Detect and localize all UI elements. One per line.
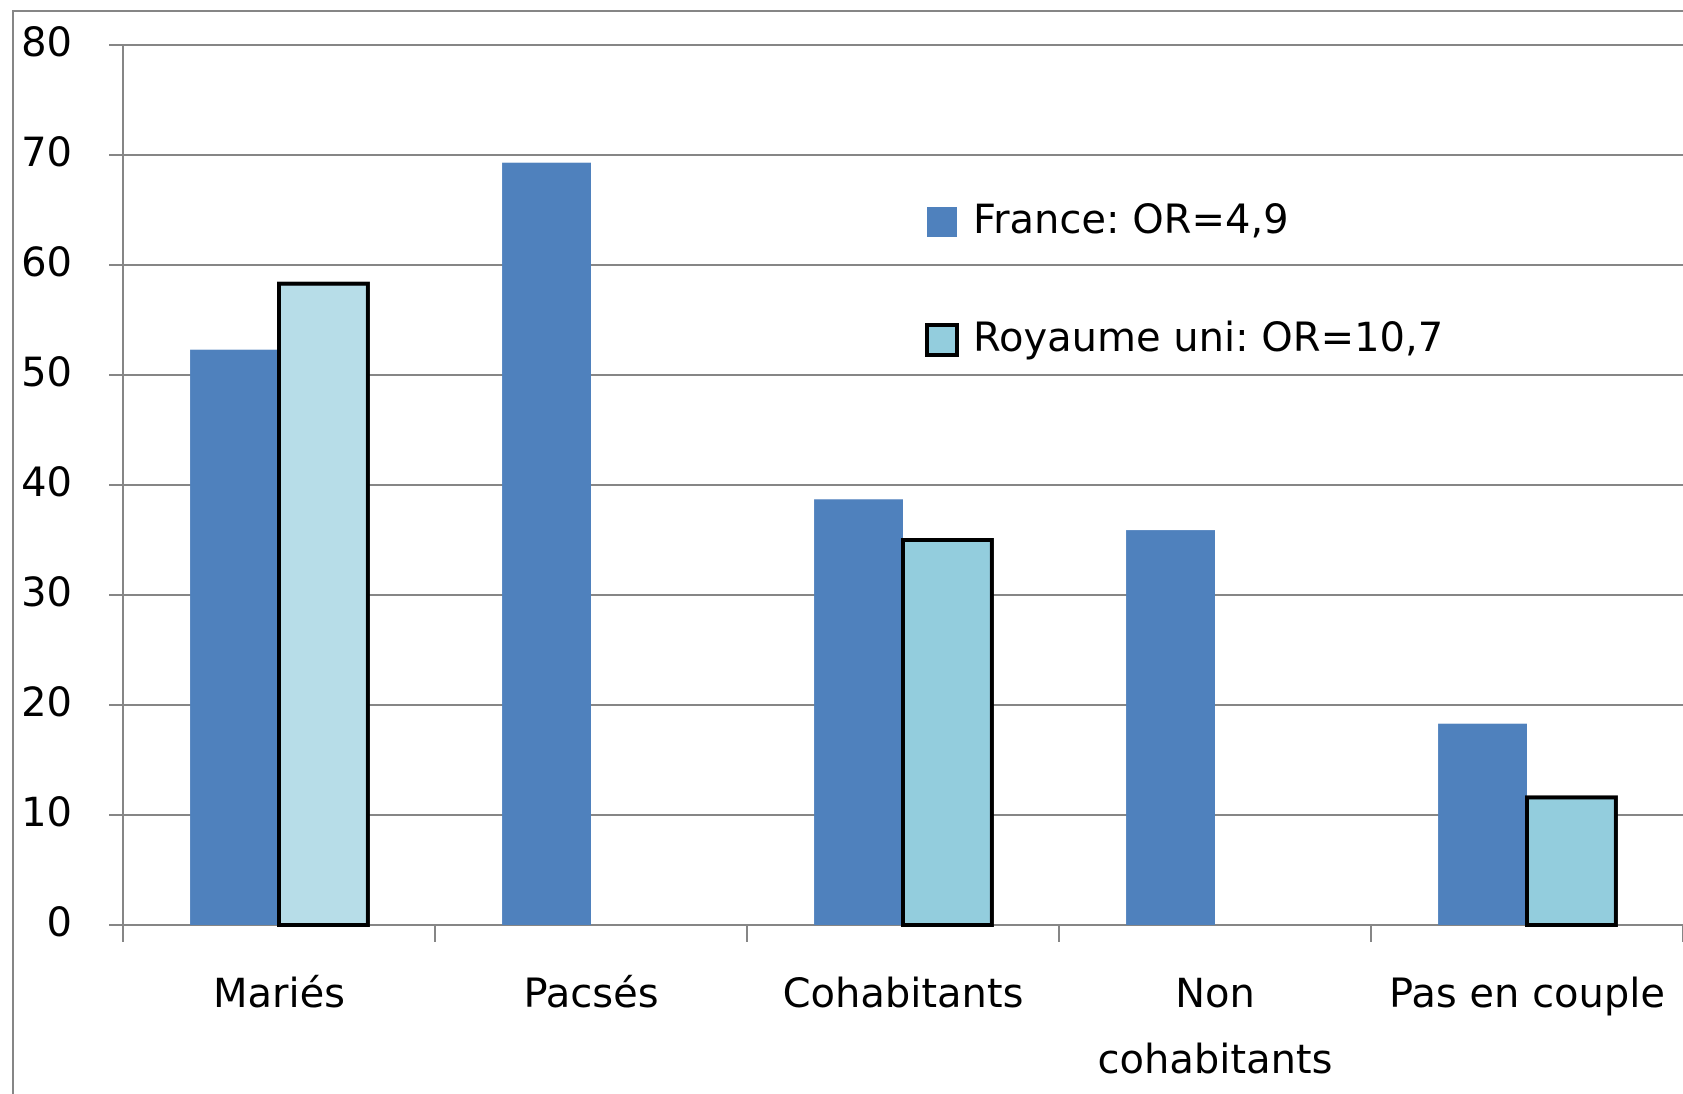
legend-label: Royaume uni: OR=10,7 [973,315,1443,361]
legend-label: France: OR=4,9 [973,197,1289,243]
y-tick-label: 60 [21,240,72,286]
bar [901,538,994,927]
y-tick-label: 20 [21,680,72,726]
bar [277,281,370,927]
legend-item: Royaume uni: OR=10,7 [925,315,1443,361]
y-tick-label: 0 [47,900,72,946]
legend-item: France: OR=4,9 [927,197,1289,243]
x-tick-label: Cohabitants [783,971,1024,1017]
y-tick-label: 70 [21,130,72,176]
x-tick-label: Non cohabitants [1098,971,1333,1083]
legend-swatch [927,207,957,237]
bar [1438,723,1527,925]
x-tick-label: Pacsés [523,971,658,1017]
bar [190,349,279,925]
y-tick-label: 80 [21,20,72,66]
y-tick-label: 40 [21,460,72,506]
bar [1525,795,1618,928]
bar [1126,530,1215,925]
bar [814,499,903,925]
x-tick-label: Pas en couple [1389,971,1665,1017]
bar [502,162,591,925]
y-tick-label: 50 [21,350,72,396]
y-tick-label: 30 [21,570,72,616]
legend-swatch [925,323,959,357]
y-tick-label: 10 [21,790,72,836]
x-tick-label: Mariés [213,971,345,1017]
